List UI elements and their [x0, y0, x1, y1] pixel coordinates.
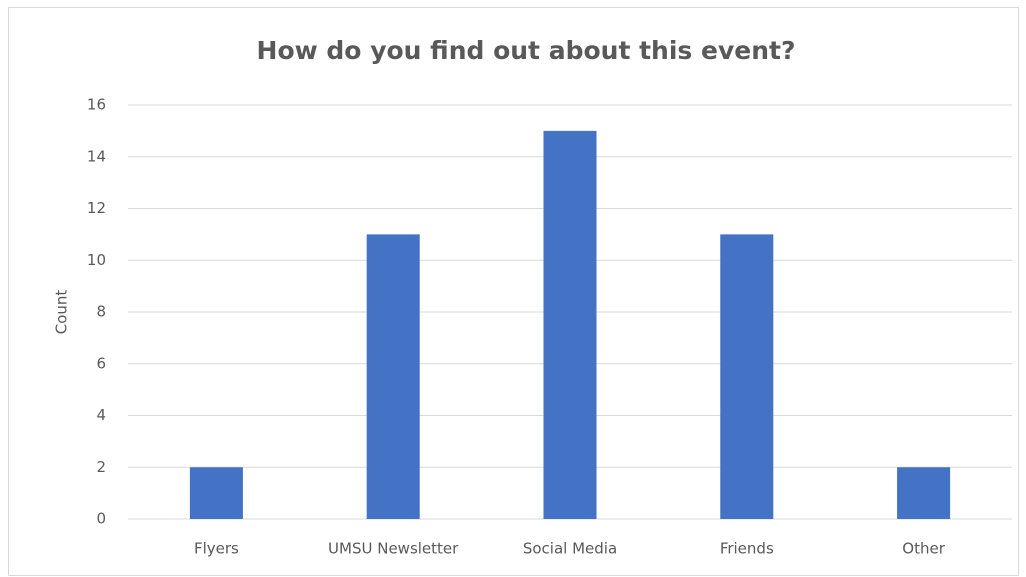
y-tick-label: 0	[96, 510, 106, 528]
y-axis-label: Count	[53, 290, 71, 335]
bar	[189, 467, 243, 519]
x-tick-label: Other	[902, 540, 945, 558]
x-tick-label: Friends	[720, 540, 774, 558]
bar	[543, 130, 597, 519]
y-tick-label: 14	[87, 147, 106, 165]
bar	[366, 234, 420, 519]
chart-title: How do you find out about this event?	[257, 36, 796, 65]
x-tick-label: Flyers	[194, 540, 239, 558]
y-tick-label: 2	[96, 458, 106, 476]
y-tick-label: 12	[87, 199, 106, 217]
x-tick-label: UMSU Newsletter	[328, 540, 459, 558]
bar	[720, 234, 774, 519]
y-tick-label: 10	[87, 251, 106, 269]
chart-frame	[8, 7, 1019, 576]
y-tick-label: 4	[96, 406, 106, 424]
y-tick-label: 8	[96, 303, 106, 321]
x-tick-label: Social Media	[523, 540, 617, 558]
bar	[897, 467, 951, 519]
y-tick-label: 16	[87, 96, 106, 114]
y-tick-label: 6	[96, 354, 106, 372]
